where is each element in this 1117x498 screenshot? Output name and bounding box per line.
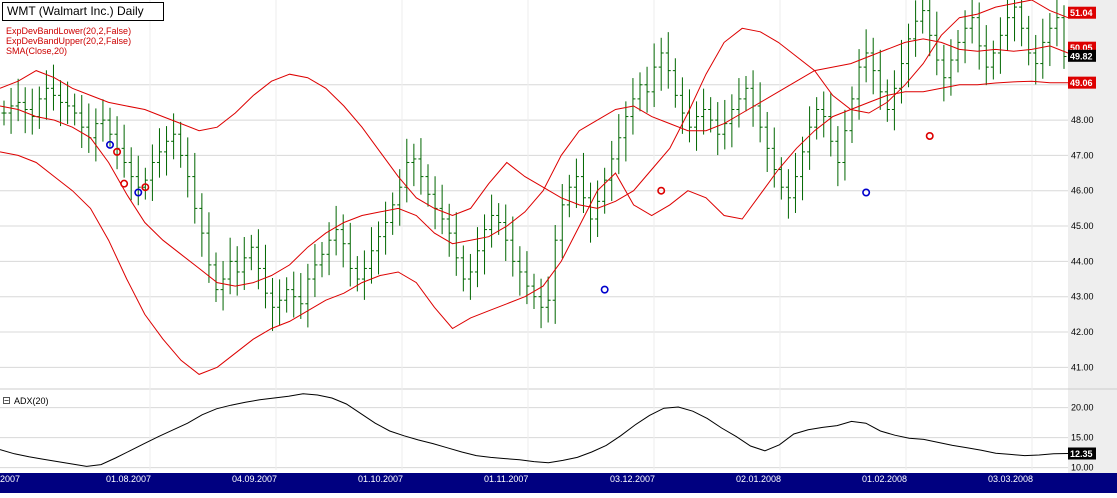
band-line — [0, 0, 1069, 217]
sell-signal-marker — [925, 131, 934, 140]
adx-panel-label: ADX(20) — [14, 396, 49, 406]
adx-value-badge — [1068, 447, 1096, 460]
buy-signal-marker — [106, 140, 115, 149]
date-tick-label: 2007 — [0, 474, 20, 484]
price-tick-label: 45.00 — [1071, 221, 1094, 231]
adx-tick-label: 20.00 — [1071, 403, 1094, 413]
price-tick-label: 48.00 — [1071, 115, 1094, 125]
date-axis-bar — [0, 473, 1117, 493]
price-badge — [1068, 49, 1096, 62]
price-badge — [1068, 76, 1096, 89]
chart-title: WMT (Walmart Inc.) Daily — [2, 2, 164, 21]
price-badge-label: 49.82 — [1070, 51, 1093, 61]
adx-value-badge-label: 12.35 — [1070, 449, 1093, 459]
buy-signal-marker — [600, 285, 609, 294]
sell-signal-marker — [141, 183, 150, 192]
price-tick-label: 46.00 — [1071, 186, 1094, 196]
date-tick-label: 01.11.2007 — [484, 474, 528, 484]
date-tick-label: 01.08.2007 — [106, 474, 151, 484]
adx-line — [0, 393, 1069, 467]
price-badge-label: 50.05 — [1070, 43, 1093, 53]
legend-sma: SMA(Close,20) — [6, 46, 68, 56]
date-tick-label: 01.10.2007 — [358, 474, 403, 484]
price-tick-label: 44.00 — [1071, 256, 1094, 266]
sell-signal-marker — [113, 147, 122, 156]
adx-tick-label: 15.00 — [1071, 433, 1094, 443]
price-badge — [1068, 6, 1096, 19]
date-tick-label: 03.03.2008 — [988, 474, 1033, 484]
legend-lower-band: ExpDevBandLower(20,2,False) — [6, 26, 132, 36]
price-tick-label: 43.00 — [1071, 292, 1094, 302]
legend-upper-band: ExpDevBandUpper(20,2,False) — [6, 36, 132, 46]
buy-signal-marker — [862, 188, 871, 197]
price-badge-label: 49.06 — [1070, 78, 1093, 88]
band-line — [0, 38, 1069, 287]
sell-signal-marker — [657, 186, 666, 195]
price-tick-label: 41.00 — [1071, 362, 1094, 372]
sell-signal-marker — [120, 179, 129, 188]
date-tick-label: 03.12.2007 — [610, 474, 655, 484]
date-tick-label: 04.09.2007 — [232, 474, 277, 484]
price-badge-label: 51.04 — [1070, 8, 1093, 18]
buy-signal-marker — [134, 188, 143, 197]
price-tick-label: 42.00 — [1071, 327, 1094, 337]
date-tick-label: 01.02.2008 — [862, 474, 907, 484]
collapse-toggle-button[interactable]: − — [3, 396, 10, 405]
band-line — [0, 80, 1068, 375]
price-tick-label: 47.00 — [1071, 150, 1094, 160]
adx-tick-label: 10.00 — [1071, 463, 1094, 473]
date-tick-label: 02.01.2008 — [736, 474, 781, 484]
